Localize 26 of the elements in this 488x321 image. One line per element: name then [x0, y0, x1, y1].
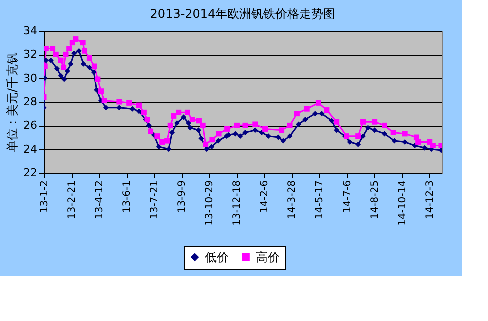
x-tick-label: 13-1-2	[40, 180, 50, 214]
y-tick-label: 30	[24, 72, 38, 85]
legend-label: 高价	[256, 250, 280, 264]
y-tick-label: 22	[24, 166, 38, 180]
y-tick-label: 32	[24, 48, 38, 62]
x-tick-label: 13-10-29	[204, 180, 216, 226]
x-tick-label: 14-3-28	[287, 180, 298, 220]
x-tick-label: 14-2-6	[260, 180, 271, 214]
x-tick-label: 13-9-9	[177, 180, 188, 214]
x-tick-label: 14-5-17	[314, 180, 326, 220]
x-tick-label: 13-4-12	[94, 180, 106, 220]
chart-title: 2013-2014年欧洲钒铁价格走势图	[150, 7, 336, 21]
y-tick-label: 28	[24, 96, 38, 108]
x-tick-label: 13-2-21	[67, 180, 78, 220]
y-axis-title: 单位：美元/千克钒	[6, 52, 20, 153]
x-tick-label: 13-7-21	[150, 180, 161, 220]
x-tick-label: 14-7-6	[342, 180, 354, 214]
legend-label: 低价	[205, 250, 229, 264]
y-tick-label: 34	[24, 24, 38, 38]
y-tick-label: 24	[24, 142, 38, 156]
x-tick-label: 13-12-18	[232, 180, 244, 226]
x-tick-label: 14-12-3	[424, 180, 436, 220]
x-tick-label: 14-10-14	[397, 180, 408, 226]
x-tick-label: 14-8-25	[370, 180, 381, 220]
x-tick-label: 13-6-1	[122, 180, 134, 214]
y-tick-label: 26	[24, 119, 38, 132]
